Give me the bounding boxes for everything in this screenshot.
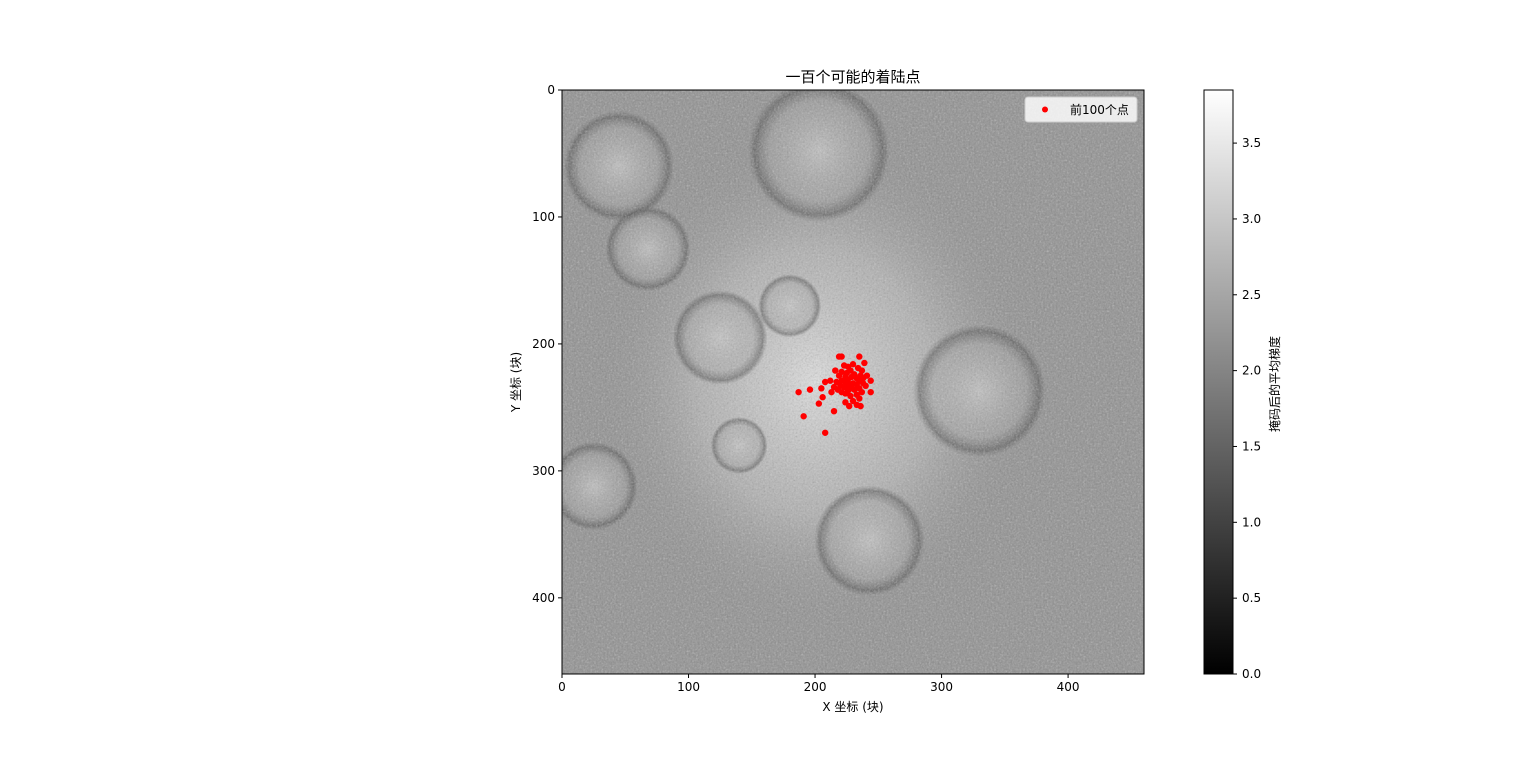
scatter-series [795, 353, 874, 436]
scatter-point [867, 377, 874, 384]
colorbar-tick-label: 0.0 [1242, 667, 1261, 681]
scatter-point [858, 367, 866, 374]
scatter-point [818, 385, 825, 392]
x-tick-label: 300 [930, 680, 953, 694]
x-axis-ticks: 0 100 200 300 400 [558, 674, 1080, 694]
scatter-point [861, 359, 868, 367]
x-axis-label: X 坐标 (块) [822, 700, 883, 714]
y-tick-label: 400 [532, 591, 555, 605]
scatter-point [827, 377, 834, 384]
scatter-point [838, 353, 845, 360]
x-tick-label: 0 [558, 680, 566, 694]
scatter-point [821, 378, 829, 386]
x-tick-label: 100 [677, 680, 700, 694]
chart-title: 一百个可能的着陆点 [785, 68, 920, 86]
y-tick-label: 100 [532, 210, 555, 224]
scatter-point [821, 429, 829, 436]
colorbar-tick-label: 1.5 [1242, 439, 1261, 453]
scatter-point [819, 394, 826, 401]
legend: 前100个点 [1024, 96, 1138, 123]
plot-frame [561, 89, 1145, 675]
colorbar-tick-label: 2.0 [1242, 364, 1261, 378]
y-axis-label: Y 坐标 (块) [509, 352, 523, 413]
scatter-point [800, 413, 807, 420]
scatter-point [835, 372, 843, 379]
scatter-point [857, 402, 864, 410]
scatter-point [856, 395, 863, 402]
colorbar-tick-label: 0.5 [1242, 591, 1261, 605]
scatter-point [832, 367, 839, 374]
y-tick-label: 300 [532, 464, 555, 478]
scatter-point [842, 390, 849, 397]
colorbar-label: 掩码后的平均梯度 [1267, 336, 1282, 432]
scatter-point [815, 400, 823, 407]
scatter-point [806, 386, 814, 393]
colorbar-tick-label: 3.0 [1242, 212, 1261, 226]
colorbar-tick-label: 2.5 [1242, 288, 1261, 302]
scatter-point [828, 388, 835, 396]
y-tick-label: 0 [547, 83, 555, 97]
scatter-point [847, 392, 854, 400]
x-tick-label: 400 [1057, 680, 1080, 694]
gradient-heatmap [562, 90, 1144, 674]
scatter-point [862, 382, 869, 390]
legend-marker [1042, 106, 1048, 113]
colorbar-tick-label: 1.0 [1242, 515, 1261, 529]
colorbar-ticks: 0.0 0.5 1.0 1.5 2.0 2.5 3.0 3.5 [1233, 136, 1261, 681]
x-tick-label: 200 [804, 680, 827, 694]
scatter-point [846, 402, 853, 410]
scatter-point [830, 408, 838, 415]
scatter-point [867, 388, 874, 396]
scatter-point [858, 388, 866, 396]
legend-box [1024, 96, 1138, 123]
y-axis-ticks: 0 100 200 300 400 [532, 83, 562, 605]
scatter-point [795, 388, 802, 396]
y-tick-label: 200 [532, 337, 555, 351]
colorbar [1203, 89, 1234, 675]
scatter-point [851, 386, 858, 393]
legend-label: 前100个点 [1070, 102, 1129, 117]
scatter-point [849, 361, 857, 368]
scatter-point [856, 353, 863, 360]
colorbar-tick-label: 3.5 [1242, 136, 1261, 150]
